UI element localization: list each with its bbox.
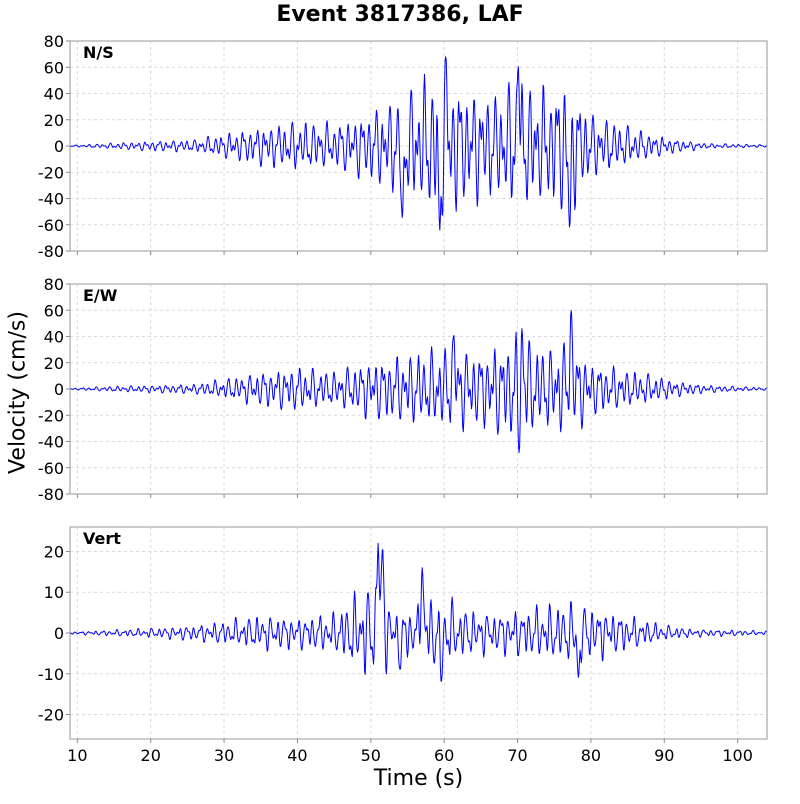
x-axis-label: Time (s) — [373, 766, 464, 791]
y-tick-label: -20 — [38, 706, 64, 725]
y-tick-label: -60 — [38, 216, 64, 235]
x-tick-label: 30 — [214, 746, 234, 765]
x-tick-label: 70 — [507, 746, 527, 765]
x-tick-label: 90 — [654, 746, 674, 765]
x-tick-label: 50 — [361, 746, 381, 765]
x-tick-label: 80 — [581, 746, 601, 765]
y-tick-label: 10 — [44, 583, 64, 602]
y-tick-label: 80 — [44, 275, 64, 294]
y-tick-label: -80 — [38, 242, 64, 261]
y-tick-label: 0 — [54, 624, 64, 643]
y-tick-label: -80 — [38, 485, 64, 504]
x-tick-label: 20 — [141, 746, 161, 765]
y-tick-label: -40 — [38, 433, 64, 452]
y-tick-label: -60 — [38, 459, 64, 478]
y-tick-label: 20 — [44, 354, 64, 373]
y-tick-label: 40 — [44, 85, 64, 104]
y-axis-label: Velocity (cm/s) — [5, 311, 31, 474]
x-tick-label: 40 — [287, 746, 307, 765]
y-tick-label: 60 — [44, 58, 64, 77]
y-tick-label: 60 — [44, 301, 64, 320]
panel-frame — [69, 40, 768, 252]
y-tick-label: -20 — [38, 406, 64, 425]
y-tick-label: 0 — [54, 380, 64, 399]
y-tick-label: 40 — [44, 328, 64, 347]
series-line-ew — [69, 310, 767, 453]
y-tick-label: -20 — [38, 163, 64, 182]
panel-frame — [69, 526, 768, 740]
y-tick-label: -10 — [38, 665, 64, 684]
y-tick-label: -40 — [38, 190, 64, 209]
panel-label: E/W — [83, 286, 118, 305]
panel-label: N/S — [83, 43, 114, 62]
y-tick-label: 80 — [44, 32, 64, 51]
y-tick-label: 20 — [44, 542, 64, 561]
y-tick-label: 0 — [54, 137, 64, 156]
y-tick-label: 20 — [44, 111, 64, 130]
series-line-ns — [69, 56, 767, 231]
panel-frame — [69, 283, 768, 495]
x-tick-label: 60 — [434, 746, 454, 765]
chart-title: Event 3817386, LAF — [276, 2, 524, 27]
series-line-vert — [70, 542, 767, 682]
x-tick-label: 100 — [722, 746, 753, 765]
panel-label: Vert — [83, 529, 121, 548]
x-tick-label: 10 — [67, 746, 87, 765]
